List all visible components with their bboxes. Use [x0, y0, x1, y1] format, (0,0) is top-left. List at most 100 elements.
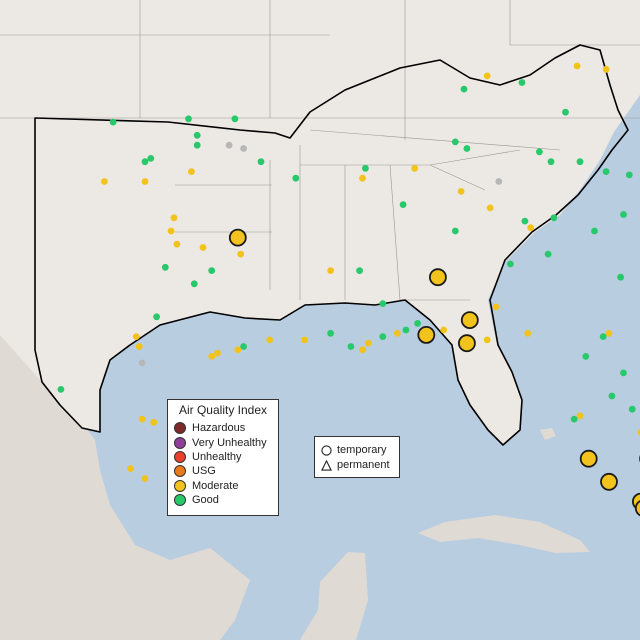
highlighted-monitor-moderate[interactable]	[228, 228, 247, 247]
monitor-good[interactable]	[608, 392, 616, 400]
monitor-moderate[interactable]	[141, 178, 149, 185]
monitor-good[interactable]	[463, 145, 471, 152]
monitor-no-data[interactable]	[240, 145, 248, 152]
monitor-no-data[interactable]	[138, 359, 146, 367]
monitor-good[interactable]	[185, 115, 192, 123]
monitor-moderate[interactable]	[127, 465, 134, 472]
monitor-good[interactable]	[57, 386, 65, 393]
monitor-good[interactable]	[141, 158, 149, 166]
monitor-good[interactable]	[591, 227, 598, 235]
monitor-moderate[interactable]	[576, 412, 584, 420]
monitor-good[interactable]	[582, 353, 590, 360]
monitor-good[interactable]	[414, 320, 421, 327]
monitor-good[interactable]	[460, 85, 468, 93]
monitor-moderate[interactable]	[208, 353, 216, 360]
monitor-moderate[interactable]	[188, 168, 195, 176]
monitor-good[interactable]	[625, 171, 633, 179]
monitor-moderate[interactable]	[167, 227, 175, 235]
highlighted-monitor-moderate[interactable]	[460, 311, 479, 330]
highlighted-monitor-moderate[interactable]	[634, 500, 640, 517]
monitor-good[interactable]	[628, 405, 636, 413]
monitor-good[interactable]	[147, 155, 155, 162]
monitor-good[interactable]	[620, 369, 627, 377]
monitor-good[interactable]	[521, 217, 529, 225]
monitor-moderate[interactable]	[457, 188, 465, 195]
monitor-moderate[interactable]	[605, 329, 613, 337]
monitor-moderate[interactable]	[234, 346, 242, 354]
monitor-moderate[interactable]	[527, 224, 535, 232]
monitor-good[interactable]	[231, 115, 239, 123]
monitor-moderate[interactable]	[411, 164, 419, 172]
monitor-good[interactable]	[327, 329, 334, 337]
monitor-moderate[interactable]	[602, 65, 610, 73]
monitor-good[interactable]	[161, 263, 169, 271]
monitor-good[interactable]	[399, 201, 407, 209]
legend-label-good: Good	[192, 494, 219, 506]
monitor-good[interactable]	[356, 267, 363, 274]
monitor-moderate[interactable]	[138, 415, 146, 423]
monitor-moderate[interactable]	[393, 329, 401, 337]
monitor-good[interactable]	[379, 300, 387, 307]
monitor-moderate[interactable]	[637, 429, 640, 436]
monitor-good[interactable]	[190, 280, 198, 288]
monitor-moderate[interactable]	[214, 349, 221, 357]
monitor-good[interactable]	[547, 158, 555, 166]
monitor-good[interactable]	[451, 227, 459, 235]
monitor-moderate[interactable]	[359, 174, 366, 182]
monitor-good[interactable]	[576, 158, 584, 166]
monitor-good[interactable]	[153, 313, 161, 321]
monitor-moderate[interactable]	[492, 303, 500, 311]
monitor-good[interactable]	[347, 343, 355, 350]
monitor-good[interactable]	[550, 214, 558, 222]
monitor-good[interactable]	[599, 333, 607, 340]
monitor-moderate[interactable]	[486, 204, 494, 212]
monitor-good[interactable]	[518, 79, 526, 86]
monitor-good[interactable]	[193, 131, 201, 139]
monitor-good[interactable]	[570, 415, 578, 423]
monitor-moderate[interactable]	[199, 244, 207, 251]
monitor-moderate[interactable]	[150, 419, 158, 426]
monitor-moderate[interactable]	[483, 72, 491, 80]
monitor-moderate[interactable]	[359, 346, 366, 354]
monitor-moderate[interactable]	[301, 336, 308, 344]
monitor-good[interactable]	[292, 174, 300, 182]
monitor-moderate[interactable]	[135, 343, 143, 350]
monitor-moderate[interactable]	[173, 240, 181, 248]
monitor-moderate[interactable]	[237, 250, 245, 258]
monitor-moderate[interactable]	[141, 475, 149, 482]
monitor-moderate[interactable]	[573, 62, 581, 70]
monitor-moderate[interactable]	[170, 214, 178, 222]
monitor-good[interactable]	[544, 250, 552, 258]
highlighted-monitor-moderate[interactable]	[579, 449, 598, 468]
monitor-moderate[interactable]	[440, 326, 448, 334]
monitor-good[interactable]	[402, 326, 410, 334]
highlighted-monitor-moderate[interactable]	[417, 325, 436, 344]
monitor-good[interactable]	[379, 333, 387, 340]
monitor-good[interactable]	[240, 343, 248, 350]
monitor-no-data[interactable]	[495, 178, 503, 185]
monitor-good[interactable]	[536, 148, 543, 156]
monitor-moderate[interactable]	[524, 329, 532, 337]
monitor-good[interactable]	[602, 168, 610, 176]
monitor-good[interactable]	[193, 141, 201, 149]
monitor-good[interactable]	[507, 260, 514, 268]
monitor-good[interactable]	[562, 108, 569, 116]
monitor-good[interactable]	[620, 211, 627, 218]
monitor-good[interactable]	[617, 273, 624, 281]
highlighted-monitor-moderate[interactable]	[428, 268, 447, 287]
monitor-no-data[interactable]	[225, 141, 233, 149]
monitor-moderate[interactable]	[327, 267, 334, 274]
monitor-good[interactable]	[362, 164, 369, 172]
monitor-good[interactable]	[208, 267, 216, 274]
monitor-moderate[interactable]	[483, 336, 491, 344]
monitor-moderate[interactable]	[132, 333, 140, 340]
monitor-moderate[interactable]	[266, 336, 274, 344]
monitor-moderate[interactable]	[364, 339, 372, 347]
monitor-good[interactable]	[451, 138, 459, 146]
monitor-good[interactable]	[109, 118, 117, 126]
monitor-good[interactable]	[257, 158, 265, 166]
monitor-moderate[interactable]	[101, 178, 108, 185]
highlighted-monitor-moderate[interactable]	[457, 334, 476, 353]
highlighted-monitor-moderate[interactable]	[600, 472, 618, 491]
